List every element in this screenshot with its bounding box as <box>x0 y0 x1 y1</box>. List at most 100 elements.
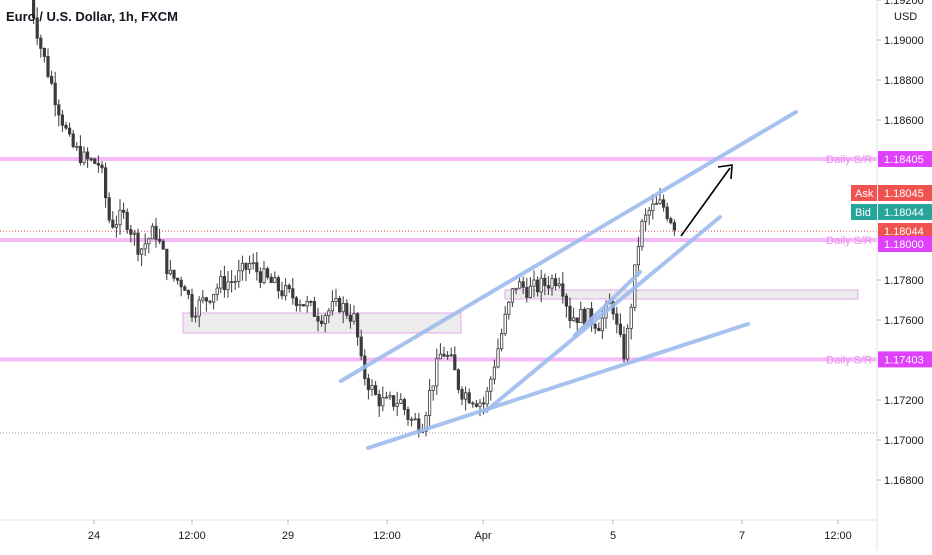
candle-body <box>139 248 144 255</box>
candle <box>568 297 572 329</box>
candle <box>86 147 90 168</box>
time-tick-label: 12:00 <box>824 530 852 542</box>
candle-body <box>492 366 497 380</box>
candle <box>665 202 669 222</box>
price-tick-label: 1.18600 <box>884 115 924 127</box>
candle-body <box>345 302 349 316</box>
candle <box>237 259 241 288</box>
candle-body <box>409 418 414 421</box>
candle <box>622 326 626 363</box>
candle <box>42 47 47 63</box>
candle <box>39 34 43 58</box>
candle-body <box>82 151 86 164</box>
time-tick-label: 24 <box>88 530 100 542</box>
candle <box>564 293 569 318</box>
candle-body <box>478 402 482 407</box>
candle-body <box>381 397 385 407</box>
candle <box>337 295 342 314</box>
candle-body <box>197 299 201 317</box>
candle-body <box>316 316 320 322</box>
candle-body <box>651 203 655 211</box>
candle-body <box>388 395 392 398</box>
candle <box>75 142 79 151</box>
candle <box>474 399 479 408</box>
candle <box>100 161 104 174</box>
candle <box>319 314 324 327</box>
candle <box>298 299 302 312</box>
candle-body <box>593 324 597 329</box>
candle <box>247 255 252 275</box>
candle <box>273 271 277 284</box>
currency-label: USD <box>894 11 917 23</box>
time-axis[interactable]: 24 12:00 29 12:00 Apr 5 7 12:00 <box>88 520 852 542</box>
projection-arrow <box>680 164 733 237</box>
grid <box>0 230 877 434</box>
candle-body <box>32 0 36 19</box>
candle-body <box>291 288 295 299</box>
candle-body <box>204 297 208 302</box>
candle-body <box>312 301 317 317</box>
candle <box>381 386 385 412</box>
candle <box>536 276 540 297</box>
candle-body <box>294 297 299 307</box>
candle <box>435 348 439 395</box>
candle-body <box>165 248 169 275</box>
candle-body <box>64 124 68 129</box>
bid-badge-price-bg <box>878 204 932 220</box>
candle <box>662 194 666 212</box>
candle-body <box>658 199 662 204</box>
price-tick-label: 1.17800 <box>884 275 924 287</box>
candle-body <box>265 268 270 278</box>
candle-body <box>42 47 47 57</box>
candle-body <box>499 333 504 350</box>
candle-body <box>132 232 136 235</box>
candle <box>219 270 223 294</box>
candle <box>301 304 306 307</box>
candle <box>82 146 86 166</box>
candle-body <box>521 281 525 288</box>
candle <box>510 287 515 307</box>
candle-body <box>557 283 561 287</box>
bid-badge-label-bg <box>851 204 877 220</box>
candle <box>618 313 623 338</box>
candle <box>438 343 443 360</box>
candle-body <box>597 327 601 332</box>
candle-body <box>334 297 338 302</box>
arrow-shaft <box>680 167 731 237</box>
candle <box>64 121 68 131</box>
price-axis[interactable]: 1.19200 1.19000 1.18800 1.18600 1.17800 1.176… <box>877 0 924 487</box>
candle <box>518 277 522 289</box>
candle <box>283 278 288 301</box>
candle-body <box>438 353 443 360</box>
candle-body <box>157 238 162 242</box>
candle-body <box>337 297 342 313</box>
candle-body <box>373 385 378 395</box>
candle-body <box>136 232 140 255</box>
candle-body <box>172 269 176 279</box>
candle-body <box>283 285 288 297</box>
sr-badge-bottom-bg <box>878 351 932 368</box>
candle <box>104 162 108 208</box>
candle-body <box>453 354 457 371</box>
candle <box>114 215 118 238</box>
candle-body <box>35 17 39 39</box>
candle <box>615 306 619 334</box>
candle <box>287 283 291 293</box>
candle-body <box>93 158 97 164</box>
candle-body <box>276 277 281 292</box>
candle-body <box>251 262 255 265</box>
candle <box>211 293 216 310</box>
price-tick-label: 1.17200 <box>884 395 924 407</box>
candle <box>626 324 630 364</box>
candle <box>359 329 363 360</box>
candle <box>161 239 165 250</box>
candle-body <box>391 395 396 407</box>
sr-line-label: Daily S/R <box>826 354 872 366</box>
sr-badge-bottom-price: 1.17403 <box>884 354 924 366</box>
candle <box>629 303 633 340</box>
candle-body <box>222 276 226 291</box>
candle-body <box>543 277 547 287</box>
candle <box>345 299 349 320</box>
candle-body <box>377 394 381 407</box>
